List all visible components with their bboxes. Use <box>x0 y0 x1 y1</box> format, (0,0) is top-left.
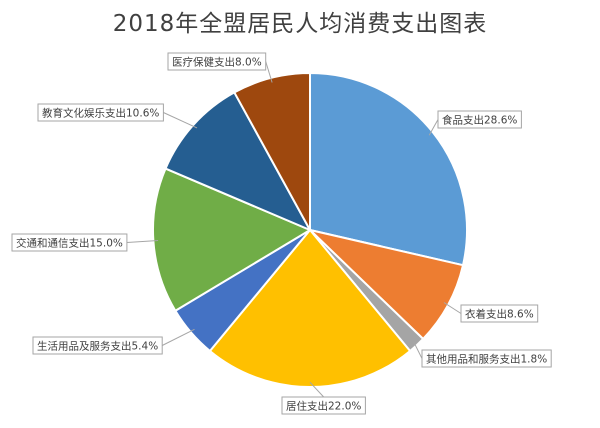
chart-title: 2018年全盟居民人均消费支出图表 <box>112 11 488 37</box>
pie-slice-3 <box>208 228 412 388</box>
leader-line-0 <box>428 119 439 136</box>
slice-label-3: 居住支出22.0% <box>286 400 361 413</box>
leader-line-4 <box>161 328 195 346</box>
slice-label-box-5 <box>11 233 128 252</box>
leader-line-7 <box>265 61 273 83</box>
slice-label-4: 生活用品及服务支出5.4% <box>37 340 158 353</box>
slice-label-2: 其他用品和服务支出1.8% <box>426 353 547 366</box>
slice-label-box-4 <box>32 336 163 355</box>
slice-label-0: 食品支出28.6% <box>442 114 517 127</box>
slice-label-7: 医疗保健支出8.0% <box>172 56 262 69</box>
slice-label-box-3 <box>281 396 366 415</box>
slice-label-5: 交通和通信支出15.0% <box>16 237 123 250</box>
slice-labels: 食品支出28.6% 衣着支出8.6% 其他用品和服务支出1.8% 居住支出22.0% 生… <box>11 52 552 415</box>
leader-line-2 <box>413 341 423 359</box>
leader-line-1 <box>443 302 462 314</box>
pie-slices <box>152 71 468 388</box>
slice-label-box-6 <box>37 103 164 122</box>
slice-label-box-7 <box>167 52 267 71</box>
slice-label-6: 教育文化娱乐支出10.6% <box>42 107 159 120</box>
slice-label-1: 衣着支出8.6% <box>465 308 534 321</box>
leader-lines <box>126 61 462 398</box>
leader-line-3 <box>309 381 325 398</box>
leader-line-6 <box>163 112 198 129</box>
pie-slice-0 <box>309 71 468 267</box>
pie-slice-6 <box>164 91 313 233</box>
slice-label-box-2 <box>421 349 552 368</box>
slice-label-box-1 <box>460 304 539 323</box>
slice-label-box-0 <box>437 110 522 129</box>
leader-line-5 <box>126 240 159 243</box>
